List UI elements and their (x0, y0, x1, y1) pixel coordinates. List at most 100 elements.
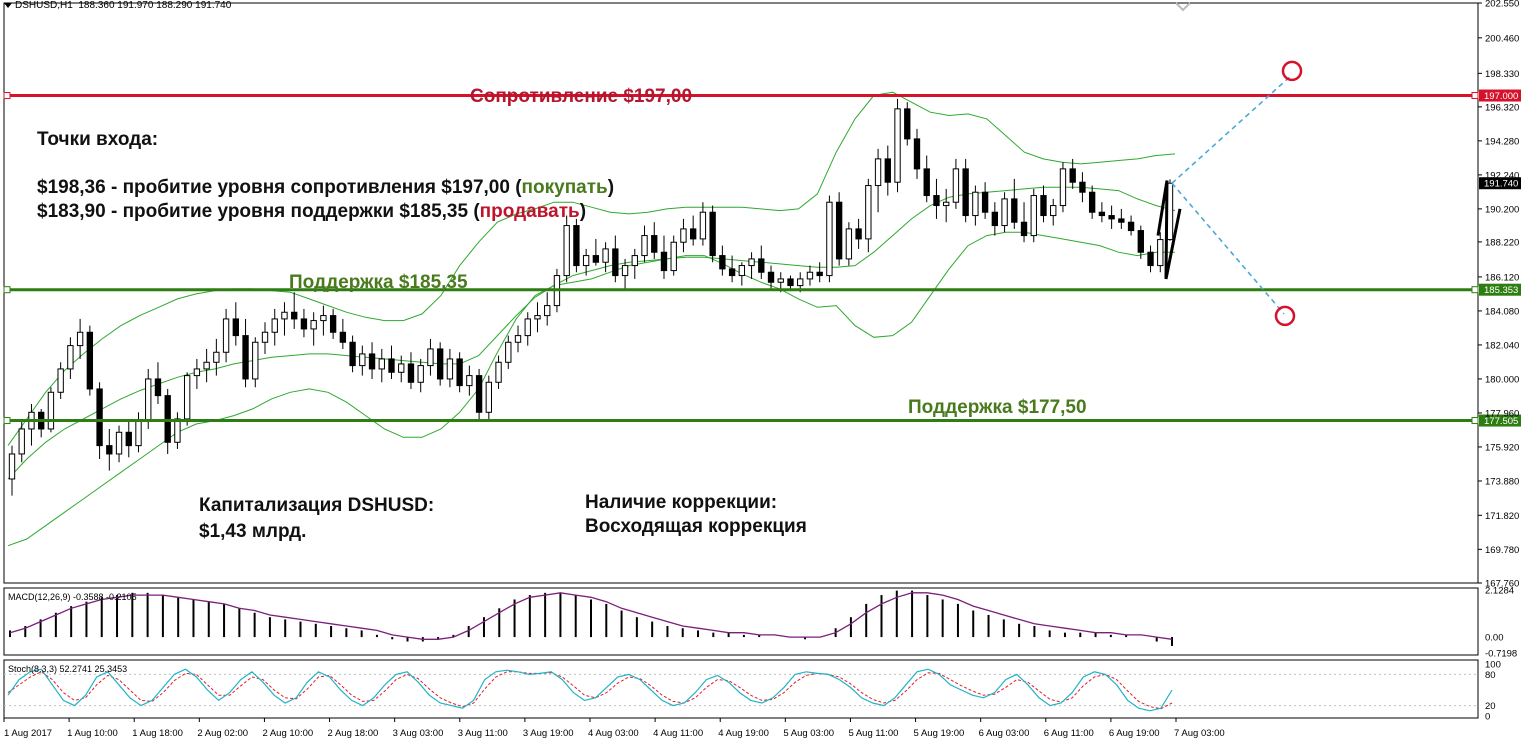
candle-body (1040, 195, 1047, 217)
candle-body (592, 255, 600, 263)
price-levels[interactable]: 197.000 185.353 177.505 191.740 (3, 89, 1521, 428)
support2-price-tag (1479, 414, 1521, 427)
candle-body (242, 335, 249, 380)
main-chart-border (3, 2, 1479, 584)
candle-body (213, 351, 220, 363)
entry-buy-line: $198,36 - пробитие уровня сопротивления … (37, 176, 614, 200)
candle-body (1147, 251, 1154, 267)
candle-body (291, 311, 298, 320)
candle-body (164, 395, 171, 443)
candle-body (884, 158, 891, 183)
candle-body (787, 278, 794, 287)
stoch-tick-label: 100 (1485, 660, 1501, 671)
support1-price-text: 185.353 (1484, 285, 1518, 296)
support1-annotation: Поддержка $185,35 (289, 272, 468, 293)
candle-body (1011, 198, 1018, 223)
candle-body (106, 445, 113, 455)
entry-title: Точки входа: (37, 129, 159, 150)
candlesticks (8, 98, 1174, 496)
capitalization-title: Капитализация DSHUSD: (199, 495, 435, 516)
time-tick-label: 1 Aug 2017 (4, 728, 52, 739)
candle-body (329, 315, 337, 333)
macd-tick-label: 0.00 (1485, 633, 1504, 644)
candle-body (1069, 168, 1076, 183)
candle-body (86, 331, 94, 390)
price-tick-label: 180.000 (1485, 374, 1519, 385)
candle-body (183, 375, 191, 420)
main-chart-frame (3, 2, 1479, 584)
candle-body (981, 191, 989, 213)
time-tick-label: 2 Aug 10:00 (262, 728, 313, 739)
candle-body (310, 320, 317, 330)
macd-signal-line (9, 592, 1173, 640)
candle-body (612, 248, 619, 277)
support2-price-text: 177.505 (1484, 416, 1518, 427)
macd-border (3, 587, 1479, 656)
time-axis: 1 Aug 2017 1 Aug 10:00 1 Aug 18:00 2 Aug 02… (3, 717, 1225, 739)
current-price-tag (1479, 177, 1521, 190)
stoch-tick-label: 20 (1485, 701, 1496, 712)
resistance-handle-right (1471, 92, 1479, 100)
price-tick-label: 182.040 (1485, 340, 1519, 351)
time-tick-label: 6 Aug 11:00 (1044, 728, 1094, 739)
price-tick-label: 169.780 (1485, 545, 1519, 556)
time-tick-label: 3 Aug 03:00 (393, 728, 444, 739)
time-tick-label: 5 Aug 19:00 (914, 728, 965, 739)
candle-body (952, 168, 960, 203)
ohlc-values: 188.360 191.970 188.290 191.740 (78, 0, 232, 11)
candle-body (573, 225, 580, 267)
candle-body (232, 318, 239, 337)
candle-body (835, 201, 843, 260)
candle-body (651, 235, 658, 253)
candle-body (1059, 168, 1067, 207)
stoch-main-line (7, 668, 1173, 712)
band-upper (7, 91, 1176, 446)
macd-tick-label: 2.1284 (1485, 586, 1514, 597)
entry-buy-suffix: ) (607, 177, 615, 198)
candle-body (690, 228, 697, 240)
candle-body (320, 315, 327, 322)
price-tick-label: 188.220 (1485, 237, 1519, 248)
candle-body (67, 345, 74, 370)
candle-body (758, 258, 765, 273)
candle-body (534, 315, 541, 320)
support2-handle-left (3, 417, 11, 425)
time-tick-label: 3 Aug 11:00 (458, 728, 508, 739)
candle-body (222, 318, 230, 353)
candle-body (154, 378, 162, 397)
candle-body (1001, 198, 1008, 227)
resistance-annotation: Сопротивление $197,00 (470, 86, 693, 107)
entry-buy-word: покупать (521, 177, 608, 198)
price-tick-label: 175.920 (1485, 442, 1519, 453)
price-tick-label: 177.960 (1485, 408, 1519, 419)
candle-body (845, 228, 853, 260)
entry-sell-line: $183,90 - пробитие уровня поддержки $185… (37, 200, 586, 224)
candle-body (1079, 181, 1086, 193)
price-tick-label: 196.320 (1485, 102, 1519, 113)
candle-body (1088, 191, 1096, 213)
macd-label: MACD(12,26,9) -0.3588 -0.2105 (8, 592, 137, 602)
price-tick-label: 194.280 (1485, 136, 1519, 147)
candle-body (145, 378, 152, 422)
chart-header: DSHUSD,H1 188.360 191.970 188.290 191.74… (4, 0, 231, 11)
candle-body (271, 318, 278, 333)
candle-body (378, 358, 385, 370)
band-lower (7, 231, 1175, 547)
entry-sell-prefix: $183,90 - пробитие уровня поддержки $185… (37, 201, 480, 222)
candle-body (631, 255, 638, 267)
macd-tick-label: -0.7198 (1485, 649, 1517, 660)
candle-body (621, 265, 629, 277)
candle-body (1118, 218, 1125, 223)
dropdown-triangle-icon[interactable] (4, 2, 12, 8)
price-tick-label: 192.240 (1485, 170, 1519, 181)
candle-body (47, 391, 55, 430)
time-tick-label: 7 Aug 03:00 (1174, 728, 1225, 739)
candle-body (388, 358, 395, 373)
candle-body (398, 363, 405, 373)
time-tick-label: 3 Aug 19:00 (523, 728, 574, 739)
candle-body (281, 311, 288, 320)
candle-body (709, 211, 716, 257)
candle-body (719, 255, 726, 270)
correction-title: Наличие коррекции: (585, 492, 778, 513)
